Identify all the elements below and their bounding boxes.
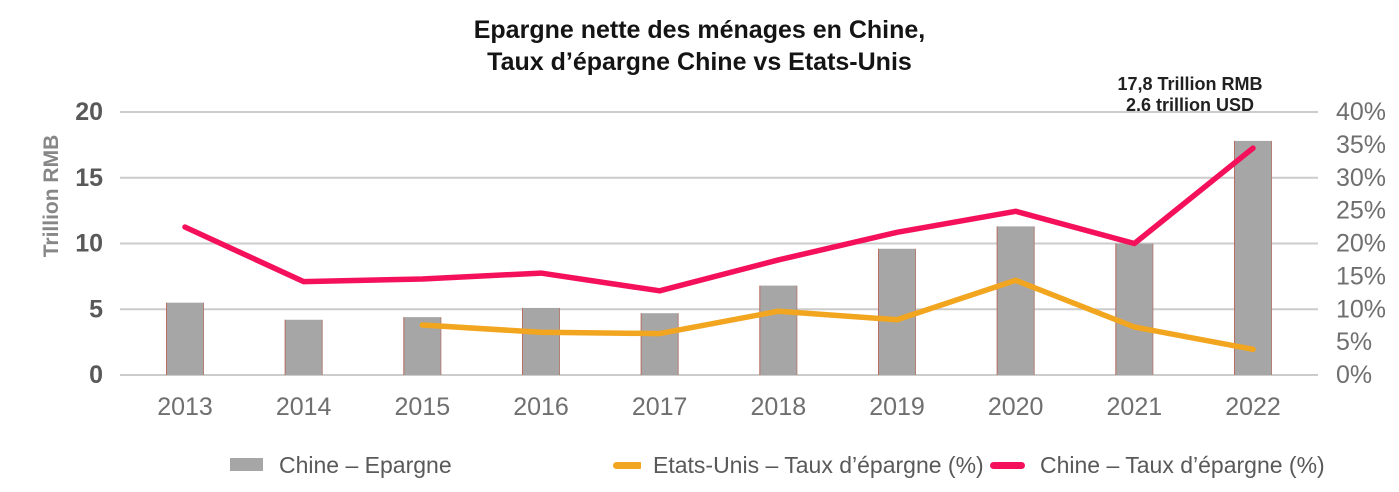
china-savings-rate-line bbox=[182, 145, 1256, 294]
legend-label-china-savings: Chine – Epargne bbox=[279, 451, 452, 478]
legend-item-china-rate: Chine – Taux d’épargne (%) bbox=[1028, 446, 1333, 484]
chart-title-line2: Taux d’épargne Chine vs Etats-Unis bbox=[487, 48, 912, 76]
bar-2013 bbox=[166, 302, 204, 375]
peak-value-annotation: 17,8 Trillion RMB 2.6 trillion USD bbox=[1076, 74, 1304, 116]
left-axis-title: Trillion RMB bbox=[40, 134, 63, 258]
left-axis-tick-15: 15 bbox=[75, 164, 103, 192]
right-axis-tick-35: 35% bbox=[1336, 131, 1386, 159]
left-axis-tick-5: 5 bbox=[89, 295, 103, 323]
year-label-2016: 2016 bbox=[513, 393, 569, 421]
legend-label-us-rate: Etats-Unis – Taux d’épargne (%) bbox=[653, 451, 984, 478]
legend-china-line-swatch bbox=[990, 462, 1025, 469]
right-axis-tick-5: 5% bbox=[1336, 328, 1372, 356]
chart-title: Epargne nette des ménages en Chine, Taux… bbox=[0, 14, 1399, 78]
year-label-2014: 2014 bbox=[276, 393, 332, 421]
legend-bar-swatch bbox=[230, 458, 263, 471]
bar-2021 bbox=[1115, 243, 1154, 375]
legend-us-line-swatch bbox=[613, 462, 643, 469]
bar-2020 bbox=[996, 226, 1035, 375]
left-axis-tick-0: 0 bbox=[89, 361, 103, 389]
annotation-usd-line: 2.6 trillion USD bbox=[1125, 95, 1255, 115]
left-axis-tick-10: 10 bbox=[75, 230, 103, 258]
chart-title-line1: Epargne nette des ménages en Chine, bbox=[473, 16, 926, 44]
left-axis-tick-20: 20 bbox=[75, 98, 103, 126]
right-axis-tick-25: 25% bbox=[1336, 197, 1386, 225]
year-label-2015: 2015 bbox=[395, 393, 451, 421]
annotation-rmb-line: 17,8 Trillion RMB bbox=[1117, 74, 1263, 94]
right-axis-tick-40: 40% bbox=[1336, 98, 1386, 126]
legend-label-china-rate: Chine – Taux d’épargne (%) bbox=[1040, 451, 1325, 478]
year-label-2018: 2018 bbox=[751, 393, 807, 421]
right-axis-tick-10: 10% bbox=[1336, 295, 1386, 323]
legend-item-china-savings: Chine – Epargne bbox=[267, 446, 485, 484]
year-label-2017: 2017 bbox=[632, 393, 688, 421]
bar-2017 bbox=[640, 313, 679, 375]
bar-2018 bbox=[759, 285, 798, 375]
right-axis-tick-30: 30% bbox=[1336, 164, 1386, 192]
year-label-2019: 2019 bbox=[869, 393, 925, 421]
right-axis-tick-20: 20% bbox=[1336, 230, 1386, 258]
right-axis-tick-15: 15% bbox=[1336, 262, 1386, 290]
bar-2022 bbox=[1234, 140, 1273, 375]
bar-2019 bbox=[878, 248, 917, 375]
bar-2014 bbox=[284, 319, 323, 375]
us-savings-rate-line bbox=[419, 277, 1256, 353]
right-axis-tick-0: 0% bbox=[1336, 361, 1372, 389]
legend-item-us-rate: Etats-Unis – Taux d’épargne (%) bbox=[641, 446, 984, 484]
year-label-2013: 2013 bbox=[157, 393, 213, 421]
year-label-2020: 2020 bbox=[988, 393, 1044, 421]
year-label-2022: 2022 bbox=[1225, 393, 1281, 421]
year-label-2021: 2021 bbox=[1107, 393, 1163, 421]
bar-2016 bbox=[522, 307, 561, 375]
